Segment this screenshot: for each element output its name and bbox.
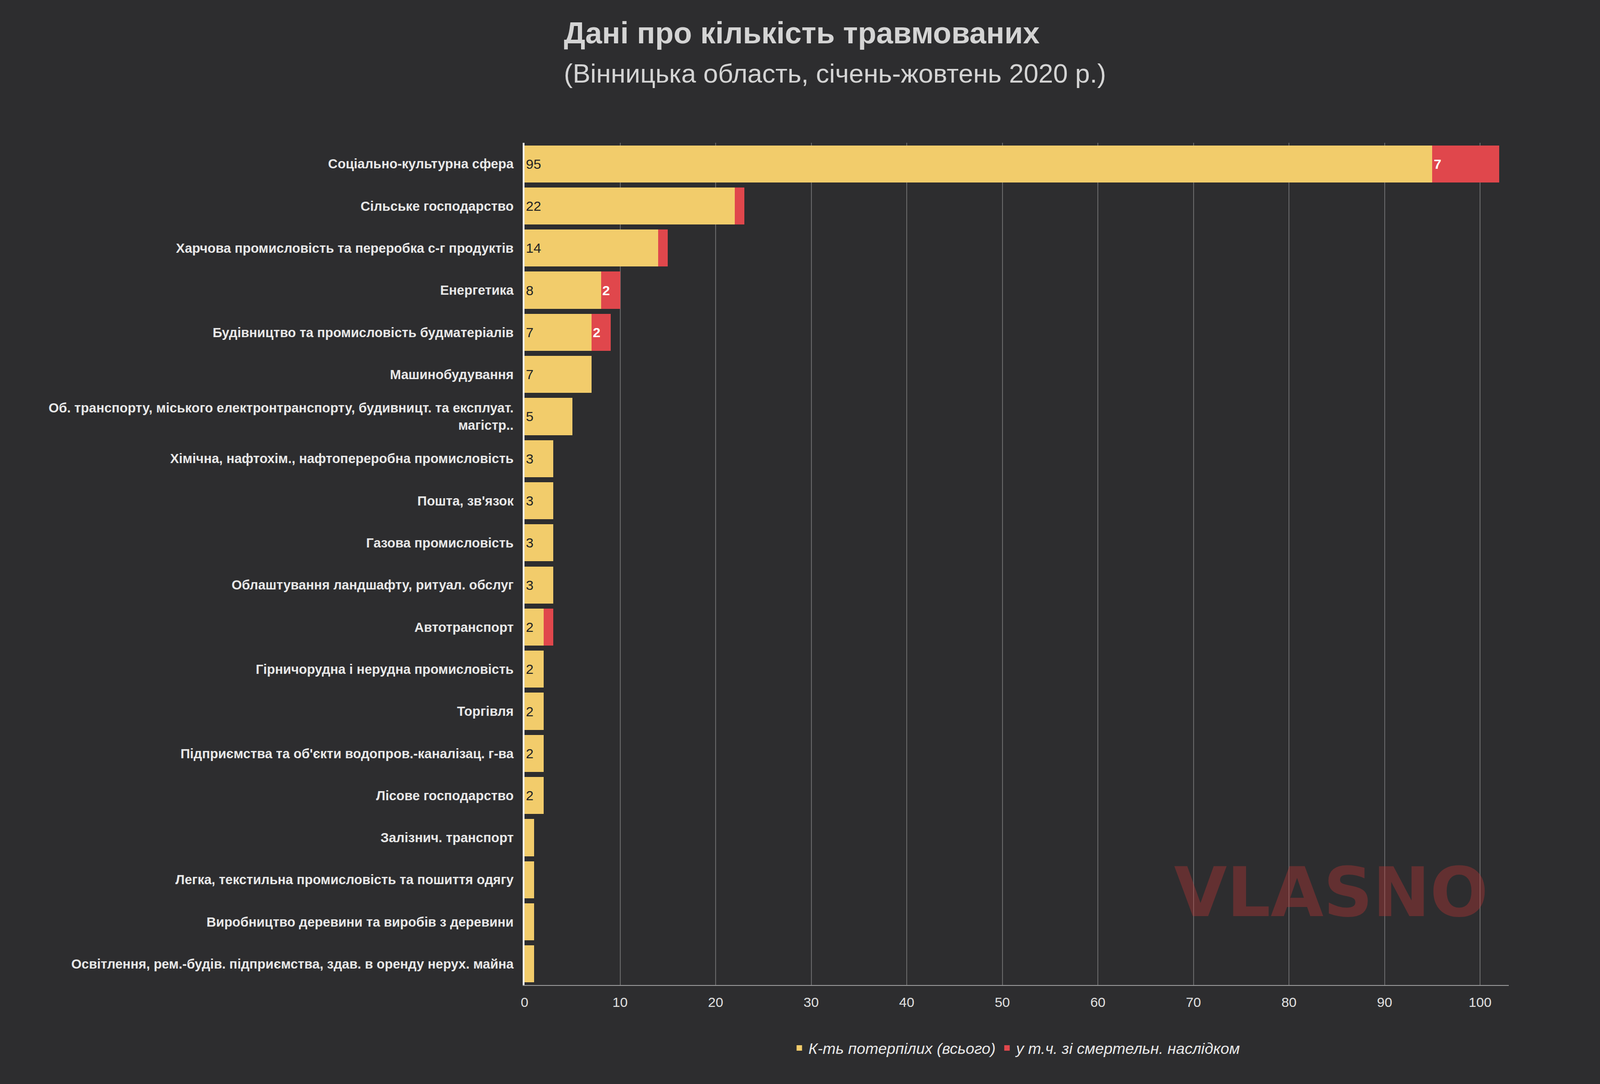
svg-text:2: 2 <box>602 282 611 298</box>
svg-text:95: 95 <box>525 156 541 172</box>
svg-text:у т.ч. зі смертельн. наслідком: у т.ч. зі смертельн. наслідком <box>1015 1039 1240 1057</box>
svg-text:22: 22 <box>525 198 541 214</box>
svg-text:К-ть потерпілих (всього): К-ть потерпілих (всього) <box>808 1039 996 1057</box>
svg-text:70: 70 <box>1185 994 1201 1010</box>
svg-text:90: 90 <box>1376 994 1393 1010</box>
svg-text:3: 3 <box>525 535 534 551</box>
svg-text:Будівництво та промисловість б: Будівництво та промисловість будматеріал… <box>212 325 514 340</box>
svg-text:60: 60 <box>1090 994 1106 1010</box>
svg-text:Пошта, зв'язок: Пошта, зв'язок <box>417 493 515 509</box>
svg-text:2: 2 <box>525 745 534 761</box>
svg-text:2: 2 <box>525 787 534 803</box>
svg-text:Підприємства та об'єкти водопр: Підприємства та об'єкти водопров.-каналі… <box>180 746 515 761</box>
svg-text:14: 14 <box>525 240 541 256</box>
svg-text:40: 40 <box>898 994 915 1010</box>
svg-text:3: 3 <box>525 493 534 509</box>
svg-text:0: 0 <box>520 994 529 1010</box>
svg-text:2: 2 <box>592 324 601 340</box>
svg-text:2: 2 <box>525 703 534 719</box>
svg-text:20: 20 <box>707 994 723 1010</box>
svg-text:50: 50 <box>994 994 1010 1010</box>
svg-text:Легка, текстильна промисловіст: Легка, текстильна промисловість та пошит… <box>175 872 515 887</box>
svg-text:VLASNO: VLASNO <box>1174 852 1489 932</box>
svg-text:5: 5 <box>525 408 534 424</box>
svg-text:Сільське господарство: Сільське господарство <box>360 198 515 214</box>
svg-text:Харчова промисловість та перер: Харчова промисловість та переробка с-г п… <box>176 240 514 256</box>
svg-text:Дані про кількість травмованих: Дані про кількість травмованих(Вінницька… <box>563 15 1107 89</box>
svg-text:80: 80 <box>1281 994 1297 1010</box>
svg-text:Виробництво деревини та виробі: Виробництво деревини та виробів з дереви… <box>206 914 514 930</box>
svg-text:Машинобудування: Машинобудування <box>389 367 514 382</box>
svg-text:10: 10 <box>612 994 628 1010</box>
svg-text:2: 2 <box>525 619 534 635</box>
svg-text:7: 7 <box>525 366 534 382</box>
svg-text:30: 30 <box>803 994 819 1010</box>
svg-text:Гірничорудна і нерудна промисл: Гірничорудна і нерудна промисловість <box>255 661 514 677</box>
svg-text:3: 3 <box>525 451 534 467</box>
svg-text:Залізнич. транспорт: Залізнич. транспорт <box>380 830 514 845</box>
svg-text:Облаштування ландшафту, ритуал: Облаштування ландшафту, ритуал. обслуг <box>231 577 514 593</box>
svg-text:Торгівля: Торгівля <box>457 703 514 719</box>
svg-text:Соціально-культурна сфера: Соціально-культурна сфера <box>327 156 515 172</box>
svg-text:Хімічна, нафтохім., нафтоперер: Хімічна, нафтохім., нафтопереробна проми… <box>170 451 514 466</box>
svg-text:8: 8 <box>525 282 534 298</box>
svg-text:Лісове господарство: Лісове господарство <box>376 788 515 803</box>
svg-text:Освітлення, рем.-будів. підпри: Освітлення, рем.-будів. підприємства, зд… <box>71 956 515 972</box>
svg-text:Об. транспорту, міського елект: Об. транспорту, міського електронтранспо… <box>48 400 515 433</box>
svg-text:100: 100 <box>1468 994 1492 1010</box>
svg-text:7: 7 <box>1433 156 1442 172</box>
svg-text:Енергетика: Енергетика <box>440 282 515 298</box>
svg-text:3: 3 <box>525 577 534 593</box>
svg-text:Газова промисловість: Газова промисловість <box>366 535 514 551</box>
svg-text:7: 7 <box>525 324 534 340</box>
svg-text:Автотранспорт: Автотранспорт <box>414 619 515 635</box>
svg-text:2: 2 <box>525 661 534 677</box>
